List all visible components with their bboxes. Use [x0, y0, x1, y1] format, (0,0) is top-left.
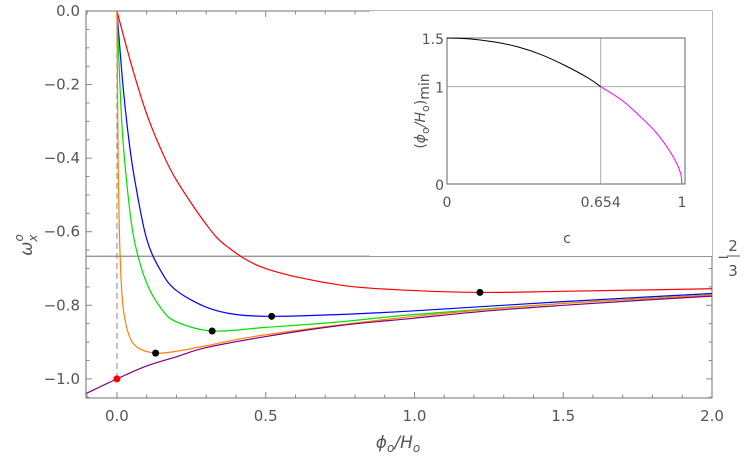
series-line-4: [116, 10, 713, 354]
inset-y-axis-label: (ϕo/Ho)min: [413, 73, 433, 148]
inset-series-line-2: [600, 86, 683, 185]
svg-text:−: −: [717, 248, 730, 266]
x-tick-label: 1.5: [551, 407, 575, 425]
minimum-marker: [268, 312, 276, 320]
svg-text:3: 3: [728, 262, 738, 280]
y-tick-label: −0.8: [44, 296, 80, 314]
inset-series-line-1: [446, 37, 601, 88]
minimum-marker: [152, 349, 160, 357]
series-line-2: [116, 10, 713, 317]
inset-y-tick-label: 1: [435, 81, 444, 97]
inset-x-tick-label: 0.654: [581, 195, 621, 211]
y-axis-label: ωxo: [12, 234, 40, 256]
minimum-marker: [208, 327, 216, 335]
inset-background: [370, 11, 712, 256]
hline-label: − 2 3: [717, 237, 740, 280]
y-tick-label: −0.6: [44, 223, 80, 241]
y-tick-label: −0.4: [44, 149, 80, 167]
series-line-5: [85, 295, 713, 395]
y-tick-label: 0.0: [56, 2, 80, 20]
minimum-marker: [476, 288, 484, 296]
y-tick-label: −0.2: [44, 76, 80, 94]
inset-x-tick-label: 1: [678, 195, 687, 211]
inset-x-tick-label: 0: [443, 195, 452, 211]
svg-text:2: 2: [728, 237, 738, 255]
y-tick-label: −1.0: [44, 370, 80, 388]
x-tick-label: 0.0: [105, 407, 129, 425]
x-axis-label: ϕo/Ho: [376, 433, 420, 455]
x-tick-label: 0.5: [254, 407, 278, 425]
inset-y-tick-label: 1.5: [422, 32, 444, 48]
series-line-3: [116, 10, 713, 332]
inset-frame: [446, 37, 686, 185]
main-plot: 0.0 0.5 1.0 1.5 2.0 0.0 −0.2 −0.4 −0.6 −0.8 −1.0: [44, 2, 724, 425]
x-tick-label: 1.0: [403, 407, 427, 425]
minimum-marker: [113, 375, 121, 383]
inset-plot: 0 0.654 1 0 1 1.5: [370, 11, 712, 256]
x-tick-label: 2.0: [700, 407, 724, 425]
inset-y-tick-label: 0: [435, 178, 444, 194]
inset-x-axis-label: c: [563, 231, 571, 247]
series-line-1: [116, 10, 713, 294]
